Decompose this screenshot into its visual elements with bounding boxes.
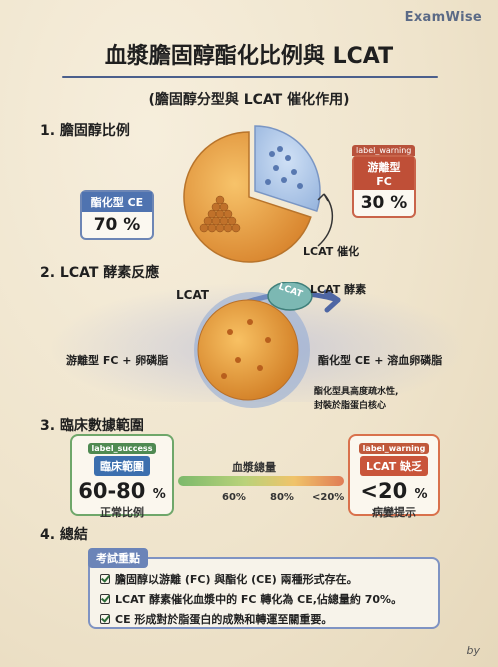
fc-percentage-card: 游離型 FC 30 %	[352, 155, 416, 218]
section1-heading: 1. 膽固醇比例	[40, 123, 130, 139]
summary-item-text: LCAT 酵素催化血漿中的 FC 轉化為 CE,佔總量約 70%。	[115, 593, 403, 606]
summary-item-2: LCAT 酵素催化血漿中的 FC 轉化為 CE,佔總量約 70%。	[100, 591, 402, 607]
bar-title: 血漿總量	[232, 461, 276, 474]
ce-percentage-card: 酯化型 CE 70 %	[80, 190, 154, 240]
lcat-arrow-label: LCAT	[176, 288, 209, 302]
deficit-tag: label_warning	[358, 443, 430, 454]
check-icon	[100, 574, 110, 584]
deficit-caption: 病變提示	[372, 506, 416, 519]
fc-label: 游離型 FC	[354, 157, 414, 190]
lcat-enzyme-shape	[267, 282, 313, 311]
lcat-catalysis-arrow	[317, 193, 334, 247]
fc-molecules	[265, 146, 303, 189]
lcat-reaction-diagram	[194, 282, 341, 408]
normal-caption: 正常比例	[100, 506, 144, 519]
check-icon	[100, 614, 110, 624]
normal-head: 臨床範圍	[94, 456, 150, 476]
summary-item-text: 膽固醇以游離 (FC) 與酯化 (CE) 兩種形式存在。	[115, 573, 358, 586]
summary-item-3: CE 形成對於脂蛋白的成熟和轉運至關重要。	[100, 611, 332, 627]
section4-heading: 4. 總結	[40, 527, 88, 543]
section2-heading: 2. LCAT 酵素反應	[40, 265, 160, 281]
deficit-card: label_warning LCAT 缺乏 <20 % 病變提示	[348, 434, 440, 519]
lipoprotein-core	[197, 299, 299, 401]
page-subtitle: (膽固醇分型與 LCAT 催化作用)	[148, 92, 350, 108]
normal-range-card: label_success 臨床範圍 60-80 % 正常比例	[70, 434, 174, 519]
summary-title: 考試重點	[88, 548, 148, 568]
summary-item-text: CE 形成對於脂蛋白的成熟和轉運至關重要。	[115, 613, 333, 626]
normal-tag: label_success	[87, 443, 157, 454]
tick-80: 80%	[270, 492, 294, 503]
note-line-1: 酯化型具高度疏水性,	[314, 387, 399, 397]
ce-droplets	[199, 195, 241, 233]
ce-value: 70 %	[93, 215, 141, 235]
title-underline	[62, 76, 438, 78]
page-title: 血漿膽固醇酯化比例與 LCAT	[104, 44, 394, 69]
lcat-enzyme-label: LCAT 酵素	[310, 283, 367, 296]
note-line-2: 封裝於脂蛋白核心	[314, 401, 387, 411]
deficit-value: <20	[360, 479, 408, 503]
normal-unit: %	[152, 487, 166, 502]
reactants-label: 游離型 FC + 卵磷脂	[66, 354, 169, 367]
byline: by	[466, 644, 481, 657]
cholesterol-pie-chart	[183, 125, 321, 263]
tick-under-20: <20%	[312, 492, 345, 503]
ce-label: 酯化型 CE	[82, 192, 152, 212]
check-icon	[100, 594, 110, 604]
deficit-head: LCAT 缺乏	[359, 456, 429, 476]
products-label: 酯化型 CE + 溶血卵磷脂	[318, 354, 443, 367]
brand-logo: ExamWise	[404, 10, 482, 25]
plasma-range-bar	[178, 476, 344, 486]
summary-box: 考試重點 膽固醇以游離 (FC) 與酯化 (CE) 兩種形式存在。 LCAT 酵…	[88, 548, 440, 629]
lcat-catalysis-label: LCAT 催化	[303, 245, 360, 258]
fc-value: 30 %	[360, 193, 408, 213]
tick-60: 60%	[222, 492, 246, 503]
deficit-unit: %	[414, 487, 428, 502]
normal-value: 60-80	[78, 479, 146, 503]
fc-warning-tag: label_warning	[352, 145, 416, 156]
summary-item-1: 膽固醇以游離 (FC) 與酯化 (CE) 兩種形式存在。	[100, 571, 358, 587]
section3-heading: 3. 臨床數據範圍	[40, 418, 144, 434]
